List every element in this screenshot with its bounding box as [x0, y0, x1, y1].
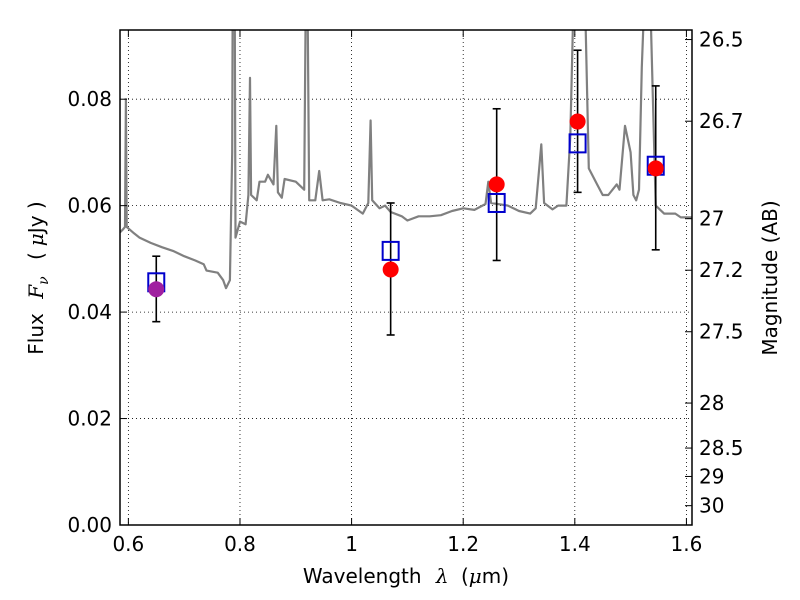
x-tick-label: 1 [345, 532, 358, 556]
y2-axis-label: Magnitude (AB) [758, 200, 782, 355]
x-axis-label-paren: ( [461, 564, 469, 588]
y-axis-label-mu: μ [24, 233, 48, 246]
y-axis-label-unit: Jy ) [24, 201, 48, 235]
y-axis-label-text: Flux [24, 313, 48, 355]
y2-tick-label: 26.5 [699, 28, 744, 52]
model-point [487, 192, 506, 213]
plot-frame [119, 29, 693, 526]
plot-area [120, 30, 692, 336]
y2-tick-label: 27.2 [699, 258, 744, 282]
y2-tick-label: 28.5 [699, 436, 744, 460]
y-tick-label: 0.04 [67, 300, 112, 324]
x-tick-label: 1.2 [447, 532, 479, 556]
y-tick-label: 0.00 [67, 513, 112, 537]
x-axis-label: Wavelength λ (μm) [303, 564, 509, 588]
model-point [381, 240, 400, 261]
spectrum-line [120, 30, 692, 290]
optical-point [148, 281, 165, 298]
y2-tick-label: 30 [699, 494, 724, 518]
x-tick-label: 0.6 [112, 532, 144, 556]
y-axis-label-paren: ( [24, 252, 48, 260]
y-axis-label: Flux Fν ( μJy ) [24, 201, 53, 354]
x-tick-label: 1.6 [671, 532, 703, 556]
y2-tick-label: 28 [699, 391, 724, 415]
x-axis-label-unit: m) [482, 564, 509, 588]
observed-point [647, 160, 664, 177]
x-axis-label-symbol: λ [435, 564, 449, 588]
ticks: 0.6 0.8 1 1.2 1.4 1.6 0.00 0.02 0.04 0.06 0.08 26.5… [67, 28, 743, 556]
y-tick-label: 0.02 [67, 407, 112, 431]
y-axis-label-subscript: ν [36, 276, 52, 285]
y2-tick-label: 29 [699, 464, 724, 488]
x-axis-label-mu: μ [469, 564, 482, 588]
y2-tick-label: 26.7 [699, 109, 744, 133]
model-point [568, 133, 587, 154]
observed-point [569, 113, 586, 130]
x-tick-label: 1.4 [559, 532, 591, 556]
x-tick-label: 0.8 [224, 532, 256, 556]
observed-point [488, 176, 505, 193]
observed-point [382, 261, 399, 278]
y-tick-label: 0.08 [67, 87, 112, 111]
x-axis-label-text: Wavelength [303, 564, 422, 588]
y-axis-label-symbol: F [24, 284, 48, 300]
y2-tick-label: 27 [699, 207, 724, 231]
y2-tick-label: 27.5 [699, 320, 744, 344]
y-tick-label: 0.06 [67, 194, 112, 218]
grid [120, 30, 692, 525]
